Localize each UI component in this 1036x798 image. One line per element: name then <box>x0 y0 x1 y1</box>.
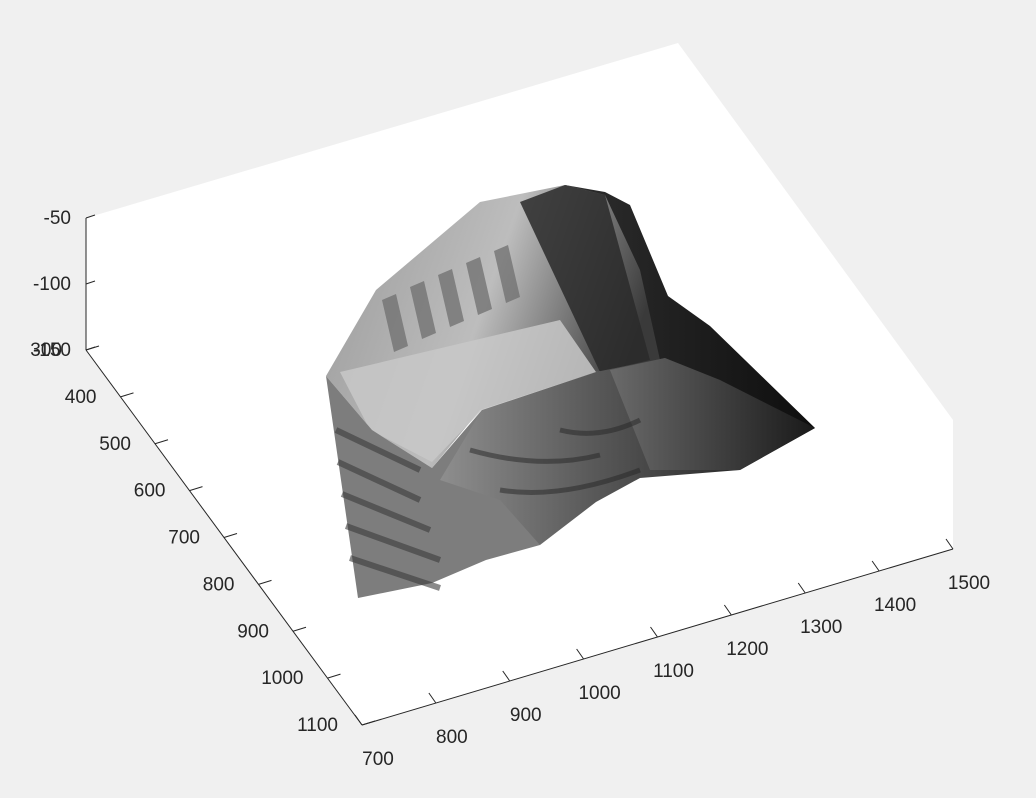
y-tick-label: 400 <box>65 387 97 408</box>
x-tick-label: 1000 <box>578 683 620 704</box>
surface-dark-band <box>520 185 650 372</box>
x-tick-mark <box>871 560 880 572</box>
z-ticks: -50 -100 -150 <box>33 208 96 361</box>
y-tick-label: 1000 <box>261 668 303 689</box>
y-tick-mark <box>120 392 134 398</box>
x-tick-mark <box>576 648 585 660</box>
x-tick-mark <box>428 692 437 704</box>
y-tick-mark <box>154 439 169 445</box>
x-tick-mark <box>945 538 954 550</box>
surface-floor-shadows <box>469 417 642 495</box>
y-ticks: 300 400 500 600 700 800 900 1000 1100 <box>30 340 376 736</box>
surface-bright-face <box>340 320 596 462</box>
x-tick-label: 1300 <box>800 617 842 638</box>
z-tick-label: -150 <box>33 340 71 361</box>
y-tick-mark <box>189 486 203 492</box>
z-tick-mark <box>85 280 96 285</box>
surface-slope-stripes <box>334 427 442 591</box>
y-tick-label: 900 <box>237 621 269 642</box>
x-tick-label: 1200 <box>726 639 768 660</box>
x-tick-mark <box>723 604 732 616</box>
x-tick-label: 900 <box>510 705 542 726</box>
y-tick-label: 600 <box>134 481 166 502</box>
z-tick-label: -100 <box>33 274 71 295</box>
x-ticks: 700 800 900 1000 1100 1200 1300 1400 1500 <box>354 538 990 770</box>
x-tick-mark <box>797 582 806 594</box>
z-tick-label: -50 <box>44 208 71 229</box>
y-tick-mark <box>361 720 376 726</box>
y-tick-label: 300 <box>30 340 62 361</box>
surface-stripes <box>382 245 520 352</box>
x-tick-label: 1400 <box>874 595 916 616</box>
y-tick-label: 500 <box>99 434 131 455</box>
surface-plot <box>326 185 815 598</box>
y-tick-mark <box>85 345 100 351</box>
y-tick-mark <box>258 579 272 585</box>
y-tick-label: 800 <box>203 574 235 595</box>
y-tick-label: 1100 <box>297 715 338 736</box>
y-tick-mark <box>223 533 238 538</box>
x-tick-mark <box>502 670 511 682</box>
x-tick-label: 800 <box>436 727 468 748</box>
z-tick-mark <box>85 214 96 219</box>
x-tick-label: 1100 <box>653 661 694 682</box>
x-tick-label: 1500 <box>948 573 990 594</box>
surface-front-right <box>610 358 815 470</box>
x-tick-mark <box>650 626 658 638</box>
y-tick-mark <box>292 626 307 632</box>
x-tick-mark <box>354 714 363 726</box>
y-tick-mark <box>327 673 341 679</box>
x-tick-label: 700 <box>362 749 394 770</box>
y-tick-label: 700 <box>168 528 200 549</box>
